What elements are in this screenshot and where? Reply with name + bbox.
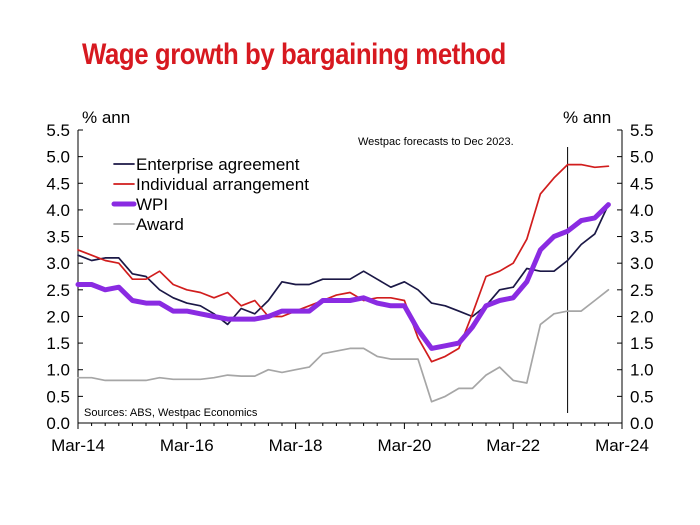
y-tick-label-left: 1.5 <box>46 334 70 353</box>
y-tick-label-left: 4.5 <box>46 174 70 193</box>
y-tick-label-right: 0.5 <box>630 387 654 406</box>
y-tick-label-left: 3.5 <box>46 228 70 247</box>
y-tick-label-right: 4.0 <box>630 201 654 220</box>
series-line-individual-arrangement <box>77 163 610 363</box>
legend-label: Enterprise agreement <box>136 155 300 174</box>
y-tick-label-left: 0.5 <box>46 387 70 406</box>
y-tick-label-right: 1.0 <box>630 361 654 380</box>
y-tick-label-left: 1.0 <box>46 361 70 380</box>
chart-title: Wage growth by bargaining method <box>82 38 506 71</box>
y-tick-label-left: 2.5 <box>46 281 70 300</box>
series-line-award <box>77 288 610 403</box>
x-tick-label: Mar-20 <box>377 436 431 455</box>
y-tick-label-left: 5.5 <box>46 121 70 140</box>
legend-label: WPI <box>136 195 168 214</box>
y-axis-label-right: % ann <box>563 108 611 127</box>
y-tick-label-left: 3.0 <box>46 254 70 273</box>
y-tick-label-left: 5.0 <box>46 148 70 167</box>
y-axis-label-left: % ann <box>82 108 130 127</box>
y-tick-label-left: 0.0 <box>46 414 70 433</box>
y-tick-label-right: 3.0 <box>630 254 654 273</box>
y-tick-label-right: 2.5 <box>630 281 654 300</box>
x-tick-label: Mar-22 <box>486 436 540 455</box>
series-layer <box>75 163 611 403</box>
x-tick-label: Mar-16 <box>160 436 214 455</box>
y-tick-label-right: 5.5 <box>630 121 654 140</box>
y-tick-label-right: 4.5 <box>630 174 654 193</box>
y-tick-label-right: 1.5 <box>630 334 654 353</box>
x-tick-label: Mar-24 <box>595 436 649 455</box>
y-tick-label-right: 3.5 <box>630 228 654 247</box>
x-tick-label: Mar-14 <box>51 436 105 455</box>
legend-label: Award <box>136 215 184 234</box>
y-tick-label-left: 2.0 <box>46 307 70 326</box>
ticks: 0.0 0.0 0.5 0.5 1.0 1.0 1.5 1.5 2.0 2.0 2.5 2.5 3.0 3… <box>46 121 653 455</box>
series-line-enterprise-agreement <box>77 203 610 326</box>
legend-label: Individual arrangement <box>136 175 309 194</box>
y-tick-label-right: 5.0 <box>630 148 654 167</box>
x-tick-label: Mar-18 <box>269 436 323 455</box>
source-note: Sources: ABS, Westpac Economics <box>84 407 258 419</box>
y-tick-label-right: 2.0 <box>630 307 654 326</box>
y-tick-label-left: 4.0 <box>46 201 70 220</box>
y-tick-label-right: 0.0 <box>630 414 654 433</box>
series-line-wpi <box>75 202 611 351</box>
forecast-note: Westpac forecasts to Dec 2023. <box>358 136 514 148</box>
